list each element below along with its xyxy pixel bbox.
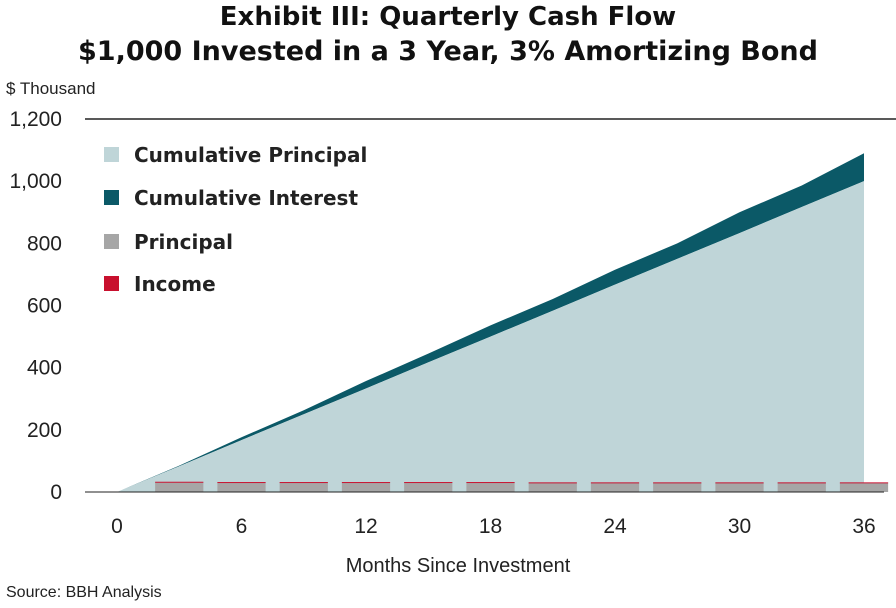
- y-tick-label: 600: [27, 295, 62, 318]
- income-bar: [777, 482, 826, 484]
- income-bar: [839, 482, 889, 484]
- income-bar: [715, 482, 764, 484]
- bar-layer: [155, 481, 889, 492]
- principal-bar: [217, 482, 266, 492]
- legend: Cumulative Principal Cumulative Interest P…: [104, 143, 367, 296]
- x-axis-label: Months Since Investment: [345, 555, 571, 577]
- y-tick-label: 400: [27, 357, 62, 380]
- y-tick-label: 1,000: [9, 170, 62, 193]
- income-bar: [590, 482, 640, 484]
- chart-title: Exhibit III: Quarterly Cash Flow: [219, 2, 677, 32]
- x-tick-label: 36: [852, 515, 875, 538]
- axes-layer: 0 200 400 600 800 1,000 1,200 0 6 12 18 24 30 36: [9, 108, 896, 538]
- legend-swatch: [104, 234, 119, 249]
- y-axis-label: $ Thousand: [6, 79, 96, 98]
- cumulative-principal-area: [117, 181, 864, 492]
- income-bar: [279, 482, 328, 484]
- principal-bar: [155, 482, 204, 492]
- y-tick-label: 800: [27, 232, 62, 255]
- principal-bar: [528, 482, 577, 492]
- principal-bar: [777, 482, 826, 492]
- y-tick-label: 1,200: [9, 108, 62, 131]
- x-tick-label: 12: [354, 515, 377, 538]
- principal-bar: [653, 482, 702, 492]
- legend-label: Cumulative Principal: [134, 143, 367, 167]
- income-bar: [466, 482, 515, 484]
- income-bar: [528, 482, 577, 484]
- legend-swatch: [104, 190, 119, 205]
- principal-bar: [466, 482, 515, 492]
- y-tick-label: 0: [50, 481, 62, 504]
- chart-subtitle: $1,000 Invested in a 3 Year, 3% Amortizi…: [78, 36, 818, 67]
- area-layer: [117, 153, 864, 493]
- legend-swatch: [104, 147, 119, 162]
- principal-bar: [279, 482, 328, 492]
- income-bar: [155, 481, 204, 483]
- principal-bar: [715, 482, 764, 492]
- x-tick-label: 24: [603, 515, 627, 538]
- legend-label: Principal: [134, 230, 233, 254]
- x-tick-label: 6: [236, 515, 248, 538]
- income-bar: [404, 482, 453, 484]
- principal-bar: [839, 482, 889, 492]
- legend-swatch: [104, 276, 119, 291]
- x-tick-label: 0: [111, 515, 123, 538]
- source-note: Source: BBH Analysis: [6, 584, 162, 601]
- y-tick-label: 200: [27, 419, 62, 442]
- legend-label: Cumulative Interest: [134, 186, 358, 210]
- principal-bar: [404, 482, 453, 492]
- income-bar: [341, 482, 391, 484]
- principal-bar: [341, 482, 391, 492]
- principal-bar: [590, 482, 640, 492]
- income-bar: [217, 482, 266, 484]
- x-tick-label: 30: [728, 515, 751, 538]
- legend-label: Income: [134, 272, 216, 296]
- x-tick-label: 18: [479, 515, 502, 538]
- income-bar: [653, 482, 702, 484]
